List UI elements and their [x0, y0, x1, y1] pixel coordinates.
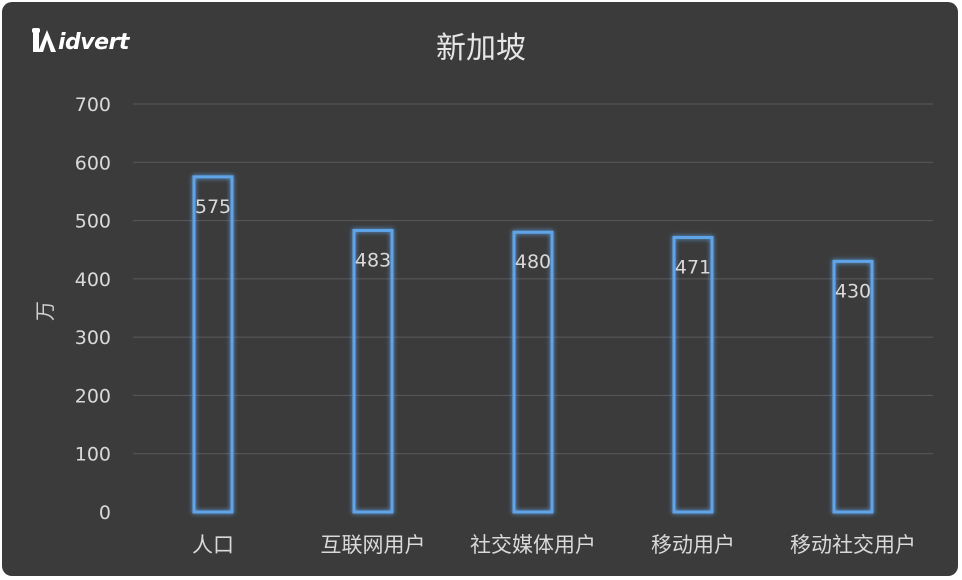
bar [352, 228, 394, 514]
y-tick-label: 200 [75, 385, 111, 407]
x-tick-label: 移动社交用户 [790, 533, 916, 557]
logo-mark-icon [30, 28, 58, 54]
y-tick-label: 400 [75, 269, 111, 291]
bar [672, 235, 714, 514]
x-tick-label: 移动用户 [651, 533, 735, 557]
x-tick-label: 人口 [192, 533, 234, 557]
x-tick-labels: 人口 互联网用户 社交媒体用户 移动用户 移动社交用户 [192, 533, 916, 557]
y-tick-label: 300 [75, 327, 111, 349]
bar-value-label: 575 [195, 196, 231, 218]
bar-value-label: 430 [835, 280, 871, 302]
y-tick-label: 500 [75, 211, 111, 233]
y-tick-labels: 0 100 200 300 400 500 600 700 [75, 94, 111, 524]
bar-value-label: 480 [515, 251, 551, 273]
brand-logo: idvert [30, 28, 129, 54]
y-tick-label: 0 [99, 502, 111, 524]
x-tick-label: 社交媒体用户 [470, 533, 596, 557]
bars: 575 483 480 471 430 [192, 175, 874, 514]
bar [512, 230, 554, 514]
chart-title: 新加坡 [436, 31, 526, 66]
logo-text: idvert [58, 30, 129, 55]
bar-value-label: 483 [355, 249, 391, 271]
y-tick-label: 600 [75, 152, 111, 174]
y-tick-label: 700 [75, 94, 111, 116]
bar [832, 259, 874, 514]
bar [192, 175, 234, 514]
x-tick-label: 互联网用户 [321, 533, 426, 557]
grid-lines [133, 103, 933, 455]
y-axis-label: 万 [33, 301, 57, 321]
y-tick-label: 100 [75, 444, 111, 466]
bar-value-label: 471 [675, 256, 711, 278]
